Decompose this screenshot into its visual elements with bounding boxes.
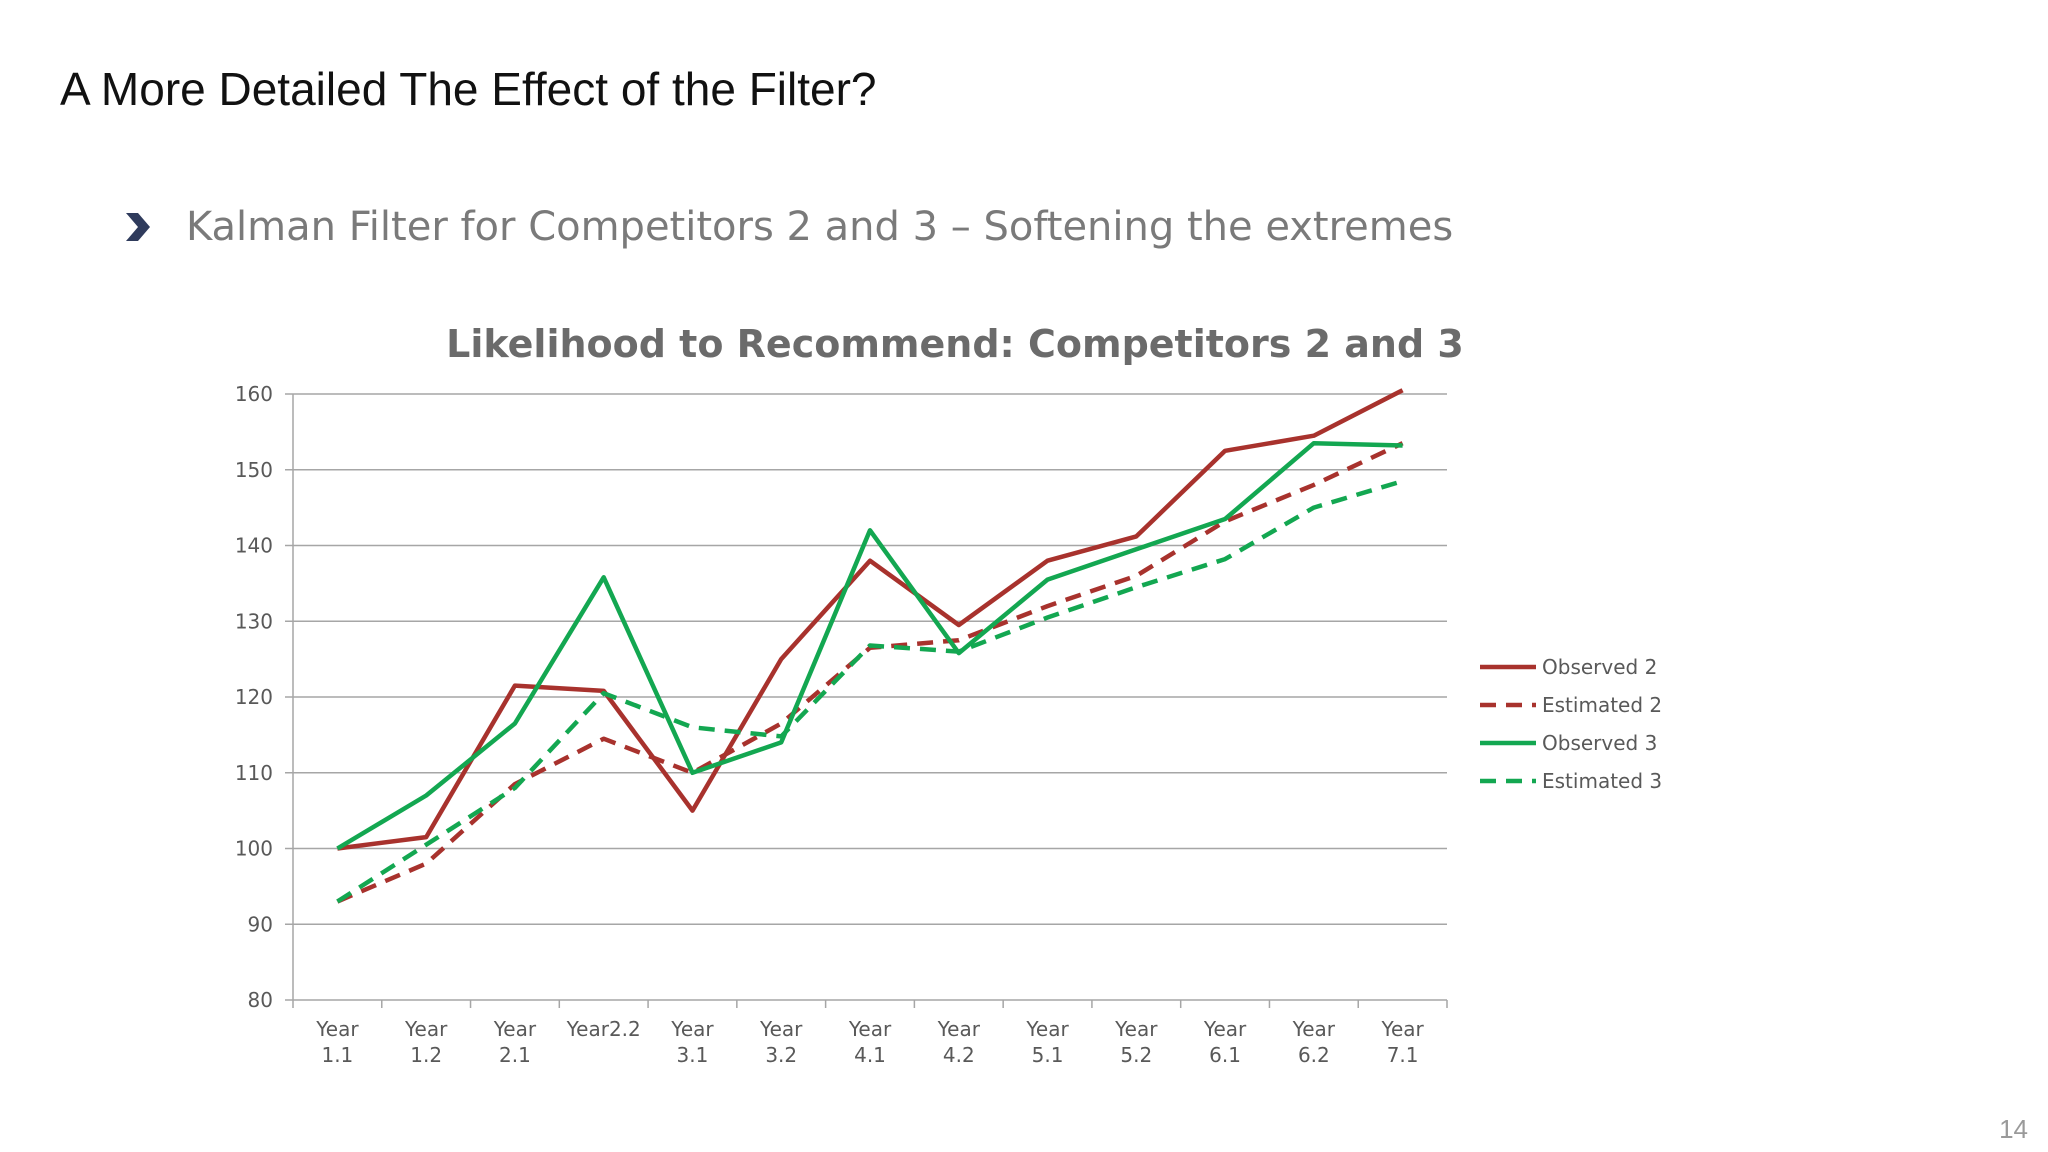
slide-title: A More Detailed The Effect of the Filter… <box>60 63 877 115</box>
y-tick-label: 80 <box>248 988 273 1012</box>
chart-legend: Observed 2 Estimated 2 Observed 3 Estimated… <box>1480 655 1662 793</box>
data-series <box>336 388 1404 904</box>
x-axis-tick-labels: Year 1.1 Year 1.2 Year 2.1 Year2.2 Year 3.1 Year 3… <box>315 1017 1424 1067</box>
x-tick-label: Year2.2 <box>566 1017 641 1041</box>
x-tick-label: Year 3.1 <box>670 1017 714 1067</box>
x-tick-label: Year 1.1 <box>315 1017 359 1067</box>
legend-item: Observed 3 <box>1480 731 1657 755</box>
gridlines <box>293 393 1447 925</box>
y-tick-label: 110 <box>235 761 273 785</box>
x-tick-label: Year 2.1 <box>493 1017 537 1067</box>
legend-label: Estimated 3 <box>1542 769 1662 793</box>
series-line-observed-3 <box>336 440 1403 851</box>
series-line-estimated-2 <box>336 441 1404 904</box>
page-number: 14 <box>1999 1114 2028 1144</box>
y-tick-label: 140 <box>235 534 273 558</box>
bullet-point: Kalman Filter for Competitors 2 and 3 – … <box>124 204 1453 250</box>
x-tick-label: Year 6.2 <box>1292 1017 1336 1067</box>
chevron-right-icon <box>126 213 150 241</box>
x-tick-label: Year 7.1 <box>1380 1017 1424 1067</box>
series-line-estimated-3 <box>336 478 1404 904</box>
series-line-observed-2 <box>337 388 1404 851</box>
y-tick-label: 150 <box>235 458 273 482</box>
x-tick-label: Year 6.1 <box>1203 1017 1247 1067</box>
legend-item: Estimated 3 <box>1480 769 1662 793</box>
x-tick-label: Year 1.2 <box>404 1017 448 1067</box>
x-tick-label: Year 4.1 <box>848 1017 892 1067</box>
y-tick-label: 160 <box>235 382 273 406</box>
y-tick-label: 130 <box>235 609 273 633</box>
y-tick-label: 120 <box>235 685 273 709</box>
legend-item: Observed 2 <box>1480 655 1657 679</box>
y-axis-tick-labels: 80 90 100 110 120 130 140 150 160 <box>235 382 273 1012</box>
x-tick-label: Year 3.2 <box>759 1017 803 1067</box>
x-tick-label: Year 5.1 <box>1025 1017 1069 1067</box>
legend-item: Estimated 2 <box>1480 693 1662 717</box>
chart-title: Likelihood to Recommend: Competitors 2 a… <box>446 322 1464 366</box>
legend-label: Observed 2 <box>1542 655 1657 679</box>
y-tick-label: 100 <box>235 837 273 861</box>
line-chart: Likelihood to Recommend: Competitors 2 a… <box>235 322 1662 1067</box>
legend-label: Estimated 2 <box>1542 693 1662 717</box>
x-tick-label: Year 5.2 <box>1114 1017 1158 1067</box>
bullet-text: Kalman Filter for Competitors 2 and 3 – … <box>186 204 1454 250</box>
y-tick-label: 90 <box>248 912 273 936</box>
legend-label: Observed 3 <box>1542 731 1657 755</box>
axes <box>285 393 1448 1008</box>
x-tick-label: Year 4.2 <box>937 1017 981 1067</box>
